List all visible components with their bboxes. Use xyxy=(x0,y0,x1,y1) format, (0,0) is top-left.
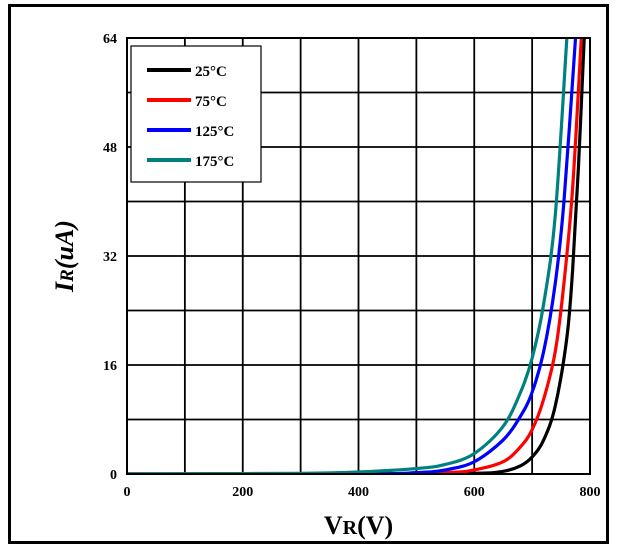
x-axis-label-sub: R xyxy=(343,517,358,539)
chart-frame: 0 200 400 600 800 0 16 32 48 64 25°C 75°C 125°C 175°… xyxy=(8,4,609,544)
x-axis-label: VR(V) xyxy=(324,511,393,540)
legend: 25°C 75°C 125°C 175°C xyxy=(130,45,262,183)
plot-area xyxy=(126,37,591,475)
x-axis-label-main: V xyxy=(324,511,343,540)
chart: 0 200 400 600 800 0 16 32 48 64 25°C 75°C 125°C 175°… xyxy=(50,32,601,540)
x-tick-label: 400 xyxy=(348,485,369,500)
y-tick-label: 64 xyxy=(103,32,117,47)
y-tick-label: 48 xyxy=(103,141,117,156)
x-tick-label: 0 xyxy=(124,485,131,500)
x-axis-label-unit: (V) xyxy=(357,511,393,540)
y-axis-label-main: I xyxy=(50,281,79,293)
y-tick-label: 32 xyxy=(103,250,117,265)
x-tick-label: 200 xyxy=(232,485,253,500)
legend-label: 175°C xyxy=(195,154,234,170)
x-tick-label: 800 xyxy=(580,485,601,500)
y-axis-label: IR(uA) xyxy=(50,220,79,293)
legend-label: 125°C xyxy=(195,124,234,140)
y-axis-label-unit: (uA) xyxy=(50,220,79,269)
y-axis-label-sub: R xyxy=(57,269,78,283)
grid xyxy=(127,38,590,474)
legend-label: 75°C xyxy=(195,94,227,110)
legend-label: 25°C xyxy=(195,64,227,80)
y-tick-label: 16 xyxy=(103,359,117,374)
y-tick-label: 0 xyxy=(110,468,117,483)
x-tick-label: 600 xyxy=(464,485,485,500)
tick-labels: 0 200 400 600 800 0 16 32 48 64 xyxy=(103,32,601,500)
